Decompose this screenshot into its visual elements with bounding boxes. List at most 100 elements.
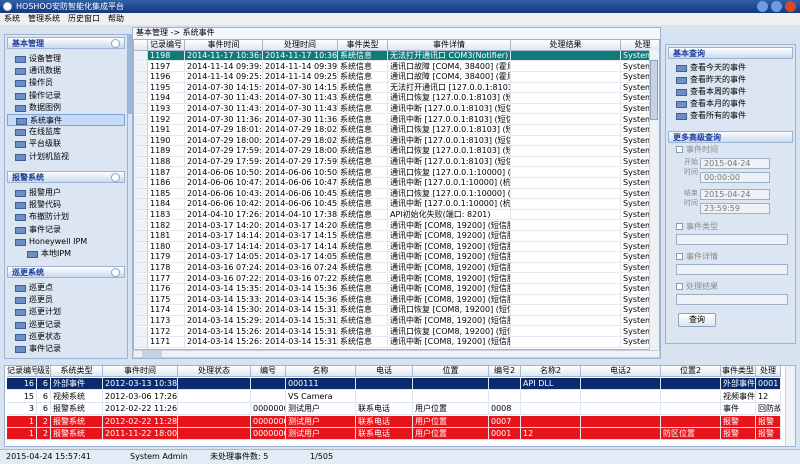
column-header[interactable]: 位置 [413, 366, 489, 377]
column-header[interactable]: 处理状态 [178, 366, 251, 377]
nav-item[interactable]: 事件记录 [7, 343, 125, 355]
time-input[interactable]: 00:00:00 [700, 172, 770, 183]
nav-item[interactable]: 通讯数据 [7, 65, 125, 77]
query-link[interactable]: 查看本月的事件 [668, 98, 793, 110]
date-input[interactable]: 2015-04-24 [700, 158, 770, 169]
maximize-button[interactable] [771, 1, 782, 12]
scroll-thumb[interactable] [142, 351, 162, 357]
column-header[interactable]: 事件时间 [103, 366, 178, 377]
column-header[interactable]: 事件类型 [338, 40, 388, 51]
query-link[interactable]: 查看今天的事件 [668, 62, 793, 74]
column-header[interactable]: 名称2 [521, 366, 581, 377]
collapse-icon[interactable] [111, 39, 120, 48]
column-header[interactable]: 系统类型 [51, 366, 103, 377]
nav-item[interactable]: 巡更员 [7, 294, 125, 306]
column-header[interactable]: 位置2 [661, 366, 721, 377]
column-header[interactable]: 电话2 [581, 366, 661, 377]
column-header[interactable]: 事件详情 [388, 40, 511, 51]
vertical-scrollbar[interactable] [649, 50, 659, 350]
checkbox[interactable] [676, 253, 683, 260]
nav-item[interactable]: 平台级联 [7, 138, 125, 150]
column-header[interactable]: 级别 [37, 366, 51, 377]
column-header[interactable]: 编号 [251, 366, 286, 377]
query-button[interactable]: 查询 [678, 313, 716, 327]
checkbox[interactable] [676, 223, 683, 230]
query-link[interactable]: 查看昨天的事件 [668, 74, 793, 86]
nav-item[interactable]: 操作记录 [7, 90, 125, 102]
menu-item[interactable]: 帮助 [108, 14, 124, 23]
text-input[interactable] [676, 264, 788, 275]
checkbox-row[interactable]: 事件详情 [676, 252, 786, 262]
column-header[interactable]: 记录编号 [7, 366, 37, 377]
nav-item[interactable]: 数据图例 [7, 102, 125, 114]
nav-item[interactable]: 事件记录 [7, 224, 125, 236]
column-header[interactable]: 记录编号 [148, 40, 185, 51]
horizontal-scrollbar[interactable] [133, 350, 660, 358]
scroll-thumb[interactable] [650, 60, 658, 120]
nav-item[interactable]: 报警代码 [7, 199, 125, 211]
vertical-scrollbar[interactable] [785, 366, 795, 446]
nav-item[interactable]: 巡更点 [7, 282, 125, 294]
column-header[interactable]: 编号2 [489, 366, 521, 377]
column-header[interactable]: 处理结果 [511, 40, 621, 51]
column-header[interactable]: 处理 [621, 40, 659, 51]
query-link[interactable]: 查看本周的事件 [668, 86, 793, 98]
minimize-button[interactable] [757, 1, 768, 12]
checkbox-row[interactable]: 处理结果 [676, 282, 786, 292]
menu-item[interactable]: 管理系统 [28, 14, 60, 23]
collapse-icon[interactable] [111, 173, 120, 182]
column-header[interactable]: 事件类型 [721, 366, 756, 377]
nav-item[interactable]: Honeywell IPM [7, 236, 125, 248]
time-input[interactable]: 23:59:59 [700, 203, 770, 214]
nav-item[interactable]: 巡更记录 [7, 319, 125, 331]
section-header[interactable]: 基本管理 [7, 37, 125, 49]
column-header[interactable]: 电话 [356, 366, 413, 377]
nav-item[interactable]: 巡更状态 [7, 331, 125, 343]
nav-item[interactable]: 报警用户 [7, 187, 125, 199]
text-input[interactable] [676, 234, 788, 245]
date-input[interactable]: 2015-04-24 [700, 189, 770, 200]
nav-item[interactable]: 在线监库 [7, 126, 125, 138]
nav-item[interactable]: 操作员 [7, 77, 125, 89]
close-button[interactable] [785, 1, 796, 12]
query-link[interactable]: 查看所有的事件 [668, 110, 793, 122]
text-input[interactable] [676, 294, 788, 305]
collapse-icon[interactable] [111, 268, 120, 277]
nav-item[interactable]: 系统事件 [7, 114, 125, 126]
column-header[interactable]: 处理时间 [263, 40, 338, 51]
menu-item[interactable]: 系统 [4, 14, 20, 23]
nav-item[interactable]: 计划机监视 [7, 151, 125, 163]
menu-item[interactable]: 历史窗口 [68, 14, 100, 23]
column-header[interactable]: 事件时间 [185, 40, 263, 51]
splitter[interactable] [128, 34, 132, 114]
section-header[interactable]: 报警系统 [7, 171, 125, 183]
nav-item[interactable]: 布撤防计划 [7, 211, 125, 223]
